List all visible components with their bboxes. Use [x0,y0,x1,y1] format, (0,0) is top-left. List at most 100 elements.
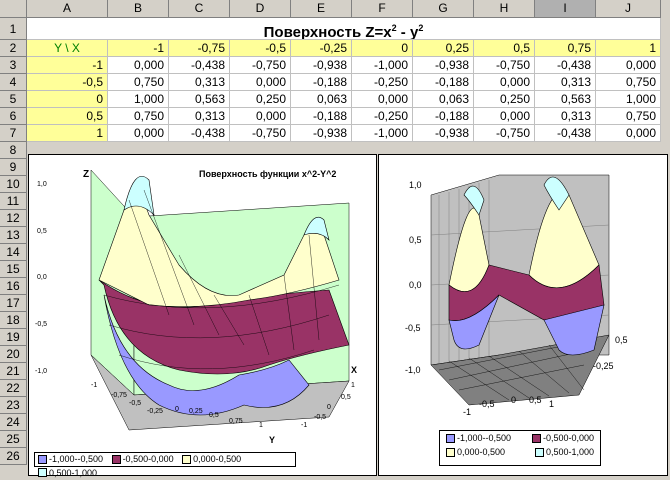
value-cell[interactable]: -0,750 [474,125,535,142]
value-cell[interactable]: -0,188 [413,108,474,125]
value-cell[interactable]: 0,563 [535,91,596,108]
corner-label-cell[interactable]: Y \ X [27,40,108,57]
value-cell[interactable]: -0,750 [474,57,535,74]
value-cell[interactable]: 0,313 [169,74,230,91]
row-header[interactable]: 26 [0,448,27,465]
value-cell[interactable]: 0,000 [230,74,291,91]
y-value-cell[interactable]: 1 [27,125,108,142]
y-value-cell[interactable]: 0,5 [27,108,108,125]
row-header[interactable]: 14 [0,244,27,261]
row-header[interactable]: 12 [0,210,27,227]
value-cell[interactable]: 0,000 [596,57,661,74]
value-cell[interactable]: 0,250 [474,91,535,108]
row-header[interactable]: 21 [0,363,27,380]
row-header[interactable]: 8 [0,142,27,159]
row-header[interactable]: 17 [0,295,27,312]
table-title[interactable]: Поверхность Z=x2 - y2 [27,18,661,40]
x-value-cell[interactable]: 1 [596,40,661,57]
value-cell[interactable]: -0,250 [352,74,413,91]
value-cell[interactable]: 0,750 [596,74,661,91]
row-header[interactable]: 20 [0,346,27,363]
value-cell[interactable]: -0,438 [535,125,596,142]
row-header[interactable]: 6 [0,108,27,125]
row-header[interactable]: 9 [0,159,27,176]
value-cell[interactable]: 1,000 [596,91,661,108]
value-cell[interactable]: 0,750 [108,74,169,91]
column-header[interactable]: G [413,0,474,18]
value-cell[interactable]: 0,000 [108,125,169,142]
chart-legend-left[interactable]: -1,000--0,500 -0,500-0,000 0,000-0,500 0… [34,452,296,478]
value-cell[interactable]: 0,063 [291,91,352,108]
select-all-corner[interactable] [0,0,27,18]
value-cell[interactable]: -0,938 [291,57,352,74]
value-cell[interactable]: 0,313 [169,108,230,125]
row-header[interactable]: 24 [0,414,27,431]
value-cell[interactable]: 0,000 [474,74,535,91]
value-cell[interactable]: 0,000 [352,91,413,108]
value-cell[interactable]: 0,000 [474,108,535,125]
value-cell[interactable]: 0,313 [535,108,596,125]
row-header[interactable]: 15 [0,261,27,278]
value-cell[interactable]: -0,438 [169,57,230,74]
value-cell[interactable]: -0,750 [230,125,291,142]
value-cell[interactable]: -1,000 [352,125,413,142]
value-cell[interactable]: -0,438 [535,57,596,74]
value-cell[interactable]: -0,188 [413,74,474,91]
column-header[interactable]: E [291,0,352,18]
x-value-cell[interactable]: 0,5 [474,40,535,57]
x-value-cell[interactable]: -0,25 [291,40,352,57]
column-header[interactable]: B [108,0,169,18]
value-cell[interactable]: -0,750 [230,57,291,74]
column-header[interactable]: H [474,0,535,18]
value-cell[interactable]: 0,750 [108,108,169,125]
row-header[interactable]: 22 [0,380,27,397]
row-header[interactable]: 7 [0,125,27,142]
chart-legend-right[interactable]: -1,000--0,500 -0,500-0,000 0,000-0,500 0… [439,430,601,466]
value-cell[interactable]: 0,313 [535,74,596,91]
x-value-cell[interactable]: 0,25 [413,40,474,57]
x-value-cell[interactable]: -0,75 [169,40,230,57]
row-header[interactable]: 16 [0,278,27,295]
row-header[interactable]: 25 [0,431,27,448]
value-cell[interactable]: -1,000 [352,57,413,74]
value-cell[interactable]: 0,000 [596,125,661,142]
value-cell[interactable]: 0,250 [230,91,291,108]
row-header[interactable]: 18 [0,312,27,329]
x-value-cell[interactable]: 0,75 [535,40,596,57]
value-cell[interactable]: -0,188 [291,74,352,91]
column-header[interactable]: I [535,0,596,18]
surface-chart-left[interactable]: 1,0 0,5 0,0 -0,5 -1,0 Z Поверхность функ… [28,154,377,478]
y-value-cell[interactable]: 0 [27,91,108,108]
row-header[interactable]: 1 [0,18,27,40]
value-cell[interactable]: -0,938 [413,125,474,142]
row-header[interactable]: 13 [0,227,27,244]
y-value-cell[interactable]: -1 [27,57,108,74]
value-cell[interactable]: -0,938 [291,125,352,142]
column-header[interactable]: D [230,0,291,18]
value-cell[interactable]: 0,750 [596,108,661,125]
value-cell[interactable]: 0,563 [169,91,230,108]
row-header[interactable]: 2 [0,40,27,57]
surface-chart-right[interactable]: 1,0 0,5 0,0 -0,5 -1,0 -1 -0,5 0 0,5 1 0,… [378,154,668,476]
x-value-cell[interactable]: -0,5 [230,40,291,57]
row-header[interactable]: 23 [0,397,27,414]
value-cell[interactable]: 0,063 [413,91,474,108]
row-header[interactable]: 19 [0,329,27,346]
value-cell[interactable]: -0,438 [169,125,230,142]
column-header[interactable]: A [27,0,108,18]
value-cell[interactable]: -0,188 [291,108,352,125]
column-header[interactable]: F [352,0,413,18]
value-cell[interactable]: 0,000 [230,108,291,125]
value-cell[interactable]: 0,000 [108,57,169,74]
row-header[interactable]: 5 [0,91,27,108]
column-header[interactable]: J [596,0,661,18]
row-header[interactable]: 10 [0,176,27,193]
row-header[interactable]: 11 [0,193,27,210]
row-header[interactable]: 3 [0,57,27,74]
value-cell[interactable]: -0,250 [352,108,413,125]
x-value-cell[interactable]: -1 [108,40,169,57]
column-header[interactable]: C [169,0,230,18]
y-value-cell[interactable]: -0,5 [27,74,108,91]
row-header[interactable]: 4 [0,74,27,91]
x-value-cell[interactable]: 0 [352,40,413,57]
